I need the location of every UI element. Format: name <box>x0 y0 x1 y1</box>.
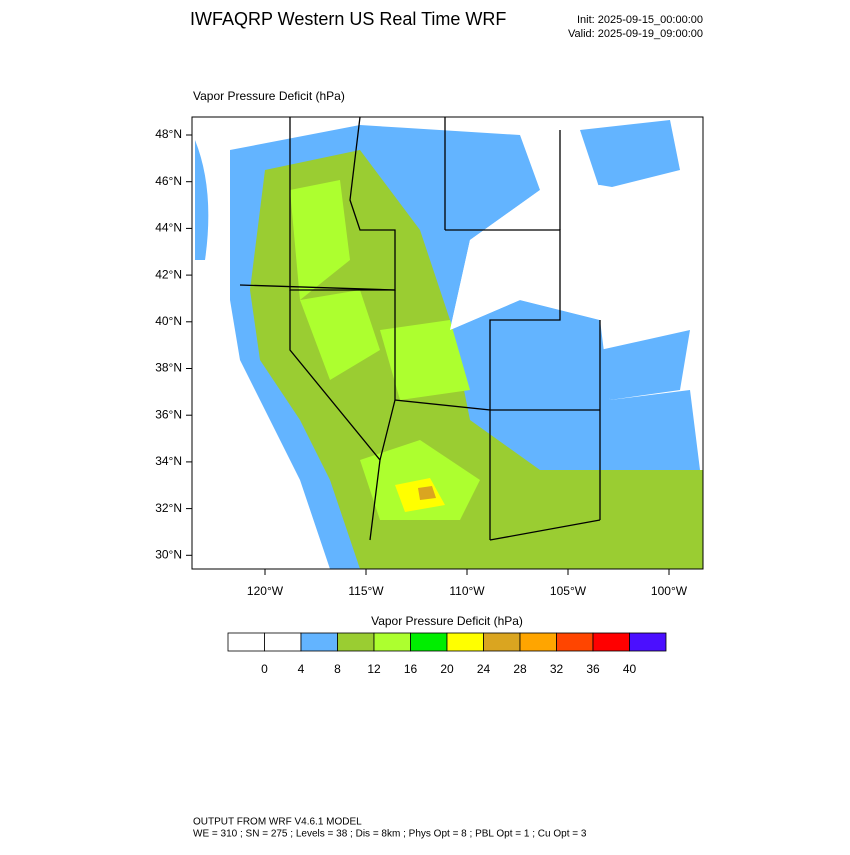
colorbar-box <box>227 632 265 652</box>
colorbar-label: 12 <box>367 662 381 676</box>
colorbar-box <box>592 632 630 652</box>
colorbar-box <box>556 632 594 652</box>
footer-line: OUTPUT FROM WRF V4.6.1 MODEL <box>193 817 362 828</box>
colorbar-box <box>373 632 411 652</box>
colorbar-box <box>446 632 484 652</box>
map-frame <box>191 116 704 570</box>
lat-label: 42°N <box>155 267 182 281</box>
valid-time: Valid: 2025-09-19_09:00:00 <box>568 28 703 40</box>
lat-label: 34°N <box>155 454 182 468</box>
colorbar-box <box>410 632 448 652</box>
map-title: Vapor Pressure Deficit (hPa) <box>193 89 345 103</box>
colorbar-box <box>519 632 557 652</box>
colorbar-label: 8 <box>334 662 341 676</box>
lon-label: 115°W <box>348 584 384 598</box>
footer-line: WE = 310 ; SN = 275 ; Levels = 38 ; Dis … <box>193 829 587 840</box>
colorbar-label: 0 <box>261 662 268 676</box>
title: IWFAQRP Western US Real Time WRF <box>190 9 506 29</box>
colorbar-label: 4 <box>298 662 305 676</box>
colorbar-label: 24 <box>477 662 491 676</box>
colorbar-label: 28 <box>513 662 527 676</box>
lon-label: 110°W <box>449 584 485 598</box>
colorbar-box <box>483 632 521 652</box>
lat-label: 38°N <box>155 361 182 375</box>
colorbar-label: 36 <box>586 662 600 676</box>
lat-label: 44°N <box>155 221 182 235</box>
colorbar-label: 40 <box>623 662 637 676</box>
lat-label: 40°N <box>155 314 182 328</box>
lat-label: 30°N <box>155 547 182 561</box>
colorbar-label: 16 <box>404 662 418 676</box>
lat-label: 46°N <box>155 174 182 188</box>
colorbar-box <box>300 632 338 652</box>
lat-label: 48°N <box>155 127 182 141</box>
lon-label: 120°W <box>247 584 284 598</box>
colorbar-box <box>629 632 667 652</box>
colorbar-title: Vapor Pressure Deficit (hPa) <box>371 614 523 628</box>
lat-label: 32°N <box>155 501 182 515</box>
colorbar-box <box>337 632 375 652</box>
lon-label: 100°W <box>651 584 688 598</box>
lat-label: 36°N <box>155 407 182 421</box>
colorbar-box <box>264 632 302 652</box>
init-time: Init: 2025-09-15_00:00:00 <box>577 14 703 26</box>
colorbar-label: 20 <box>440 662 454 676</box>
colorbar-label: 32 <box>550 662 564 676</box>
lon-label: 105°W <box>550 584 587 598</box>
map-field <box>192 117 703 569</box>
